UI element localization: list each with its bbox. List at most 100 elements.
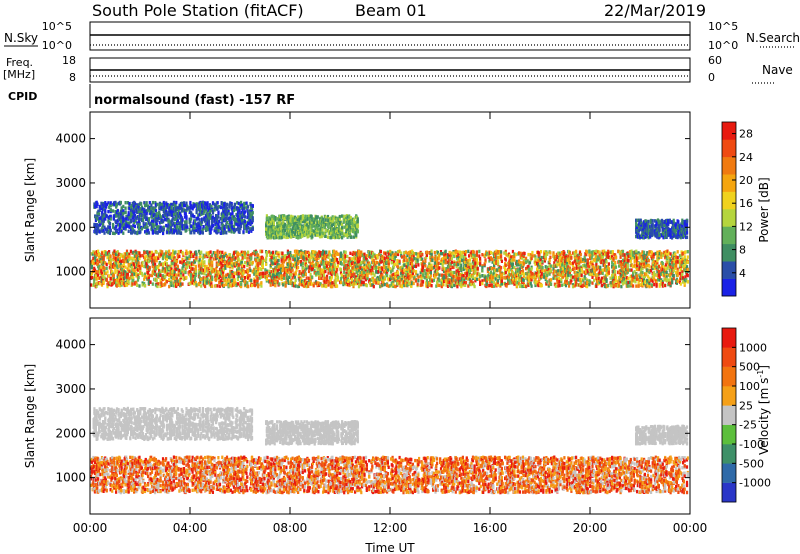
echo-cell <box>124 270 127 275</box>
echo-cell <box>392 282 395 286</box>
echo-cell <box>139 266 142 270</box>
echo-cell <box>97 262 100 266</box>
echo-cell <box>122 259 125 263</box>
echo-cell <box>398 281 401 285</box>
echo-cell <box>323 276 326 281</box>
echo-cell <box>564 283 568 288</box>
nsearch-tick-bottom: 10^0 <box>708 39 738 52</box>
echo-cell <box>400 251 403 255</box>
nsky-tick-top: 10^5 <box>42 20 72 33</box>
echo-cell <box>106 255 109 260</box>
echo-cell <box>207 273 210 277</box>
echo-cell <box>566 260 569 264</box>
echo-cell <box>548 282 551 286</box>
echo-cell <box>586 264 589 268</box>
echo-cell <box>298 250 301 254</box>
echo-cell <box>424 276 427 280</box>
echo-cell <box>459 273 462 277</box>
echo-cell <box>461 254 464 258</box>
echo-cell <box>400 271 403 276</box>
echo-cell <box>573 270 576 274</box>
echo-cell <box>343 260 346 265</box>
echo-cell <box>504 270 507 275</box>
echo-cell <box>500 266 503 270</box>
echo-cell <box>538 251 541 255</box>
echo-cell <box>352 257 355 261</box>
echo-cell <box>229 253 232 257</box>
echo-cell <box>433 250 436 255</box>
echo-cell <box>293 281 297 286</box>
echo-cell <box>474 279 477 283</box>
echo-cell <box>126 259 129 263</box>
echo-cell <box>150 255 154 260</box>
echo-cell <box>278 263 281 267</box>
echo-cell <box>411 251 414 255</box>
echo-cell <box>305 284 308 289</box>
echo-cell <box>93 266 96 271</box>
echo-cell <box>602 279 605 283</box>
echo-cell <box>655 282 658 287</box>
echo-cell <box>172 249 175 253</box>
echo-cell <box>212 269 215 274</box>
echo-cell <box>223 260 226 265</box>
echo-cell <box>294 284 297 288</box>
echo-cell <box>360 276 363 280</box>
echo-cell <box>457 277 460 281</box>
echo-cell <box>316 261 319 266</box>
echo-cell <box>102 257 105 261</box>
echo-cell <box>135 265 138 269</box>
echo-cell <box>294 249 297 253</box>
echo-cell <box>322 249 325 254</box>
echo-cell <box>508 256 511 260</box>
echo-cell <box>143 277 146 281</box>
echo-cell <box>416 273 419 277</box>
echo-cell <box>437 277 440 281</box>
echo-cell <box>311 275 314 279</box>
echo-cell <box>411 266 414 271</box>
echo-cell <box>158 269 161 273</box>
echo-cell <box>454 254 457 258</box>
echo-cell <box>340 262 343 266</box>
echo-cell <box>537 256 540 261</box>
echo-cell <box>448 280 451 285</box>
echo-cell <box>126 275 129 279</box>
echo-cell <box>463 278 466 282</box>
echo-cell <box>579 259 582 264</box>
echo-cell <box>243 255 247 260</box>
echo-cell <box>431 255 434 260</box>
echo-cell <box>536 270 539 274</box>
echo-cell <box>241 256 244 260</box>
echo-cell <box>508 253 511 258</box>
echo-cell <box>396 259 399 263</box>
echo-cell <box>423 261 426 266</box>
echo-cell <box>588 283 591 287</box>
echo-cell <box>348 269 351 273</box>
echo-cell <box>540 283 543 288</box>
echo-cell <box>635 249 638 253</box>
echo-cell <box>149 253 152 257</box>
echo-cell <box>426 271 429 275</box>
echo-cell <box>560 277 563 282</box>
echo-cell <box>140 263 143 268</box>
echo-cell <box>277 251 280 255</box>
echo-cell <box>392 284 395 288</box>
echo-cell <box>273 273 276 277</box>
echo-cell <box>405 262 408 266</box>
echo-cell <box>393 260 396 264</box>
echo-cell <box>464 257 468 261</box>
echo-cell <box>168 266 171 270</box>
echo-cell <box>334 275 337 279</box>
echo-cell <box>148 265 151 270</box>
echo-cell <box>96 253 99 257</box>
echo-cell <box>410 284 413 288</box>
echo-cell <box>161 262 165 266</box>
echo-cell <box>630 263 633 268</box>
echo-cell <box>247 252 250 256</box>
echo-cell <box>274 277 277 282</box>
echo-cell <box>484 260 487 264</box>
echo-cell <box>530 267 533 271</box>
echo-cell <box>548 269 551 274</box>
echo-cell <box>389 270 393 274</box>
echo-cell <box>215 276 218 280</box>
echo-cell <box>143 257 147 261</box>
